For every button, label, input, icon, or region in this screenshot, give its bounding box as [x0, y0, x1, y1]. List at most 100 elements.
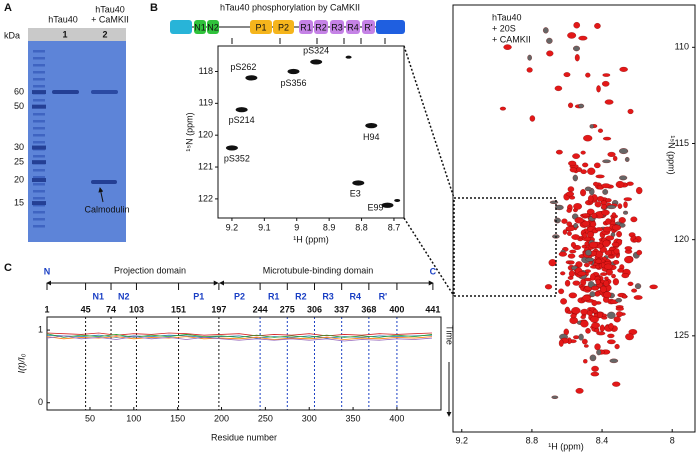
ladder-band: [33, 64, 45, 67]
peak: [591, 212, 597, 219]
marker-band: [32, 145, 46, 150]
x-tick-label: 8.7: [388, 222, 401, 232]
peak: [601, 183, 611, 189]
peak: [569, 167, 577, 173]
peak: [573, 45, 580, 52]
x-tick-label: 150: [170, 413, 185, 423]
y-tick-label: 122: [198, 193, 213, 203]
domain-label: R4: [350, 291, 362, 301]
ladder-band: [33, 113, 45, 116]
domain-box: [207, 20, 219, 34]
peak: [578, 35, 588, 41]
x-tick-label: 200: [214, 413, 229, 423]
peak: [603, 226, 612, 233]
peak: [611, 273, 616, 279]
ladder-band: [33, 50, 45, 53]
y-tick-label: 115: [675, 138, 689, 148]
y-tick-label: 110: [675, 42, 689, 52]
peak: [621, 273, 630, 279]
x-tick-label: 400: [389, 413, 404, 423]
peak: [558, 251, 567, 257]
peak: [589, 291, 596, 298]
peak: [235, 107, 248, 113]
peak: [591, 300, 598, 307]
peak: [544, 284, 553, 290]
gel-header: [28, 28, 126, 41]
y-axis-label: ¹⁵N (ppm): [184, 112, 194, 151]
peak: [589, 354, 597, 362]
ladder-band: [33, 190, 45, 193]
peak: [606, 204, 617, 210]
peak: [612, 260, 620, 265]
peak: [603, 280, 610, 287]
peak: [546, 37, 553, 44]
peak: [576, 167, 582, 172]
domain-box: [346, 20, 360, 34]
peak: [573, 223, 579, 229]
peak: [551, 395, 559, 399]
peak: [587, 167, 596, 175]
peak: [607, 333, 615, 339]
ladder-band: [33, 71, 45, 74]
unit-label: kDa: [4, 30, 20, 40]
boundary-label: 197: [211, 304, 226, 314]
peak: [578, 333, 584, 341]
ladder-band: [33, 197, 45, 200]
peak: [595, 227, 604, 232]
y-tick-label: 120: [674, 234, 689, 244]
peak: [584, 344, 589, 348]
peak-label: E99: [367, 203, 383, 213]
peak: [596, 85, 601, 93]
zoom-line: [403, 45, 455, 199]
peak: [633, 238, 639, 243]
peak: [600, 272, 608, 276]
peak: [612, 381, 621, 387]
peak: [554, 85, 563, 92]
peak: [574, 217, 584, 224]
line-series: [46, 332, 433, 337]
peak: [624, 256, 634, 264]
peak: [649, 284, 658, 290]
peak: [561, 218, 568, 224]
y-tick-label: 119: [199, 98, 213, 108]
peak: [607, 311, 616, 319]
peak: [529, 115, 536, 122]
peak: [574, 54, 580, 62]
peak: [245, 75, 258, 81]
peak: [543, 27, 549, 34]
peak: [565, 191, 575, 197]
peak: [600, 200, 607, 206]
ladder-band: [33, 155, 45, 158]
peak-label: pS356: [280, 78, 306, 88]
boundary-label: 244: [253, 304, 268, 314]
peak: [565, 226, 575, 232]
peak: [625, 333, 634, 341]
lane-name: hTau40: [48, 14, 78, 24]
peak: [585, 72, 591, 78]
domain-label: R3: [331, 22, 343, 32]
panel-label: B: [150, 2, 158, 14]
peak: [619, 66, 628, 72]
peak: [586, 310, 593, 316]
peak: [603, 291, 612, 299]
boundary-label: 275: [280, 304, 295, 314]
zoom-line: [403, 217, 455, 297]
domain-label: R2: [295, 291, 307, 301]
boundary-label: 151: [171, 304, 186, 314]
peak: [595, 278, 601, 285]
peak: [590, 316, 599, 323]
peak: [602, 80, 610, 87]
peak: [572, 153, 580, 159]
peak: [568, 102, 574, 109]
peak: [571, 234, 580, 240]
marker-label: 20: [14, 174, 24, 184]
domain-title: Microtubule-binding domain: [263, 265, 374, 275]
x-tick-label: 8.9: [323, 222, 336, 232]
peak: [597, 311, 603, 319]
domain-box: [299, 20, 313, 34]
lane-number: 2: [102, 29, 107, 39]
peak: [555, 149, 563, 155]
y-axis-label: ¹⁵N (ppm): [667, 135, 677, 174]
time-label: Time: [445, 325, 455, 345]
